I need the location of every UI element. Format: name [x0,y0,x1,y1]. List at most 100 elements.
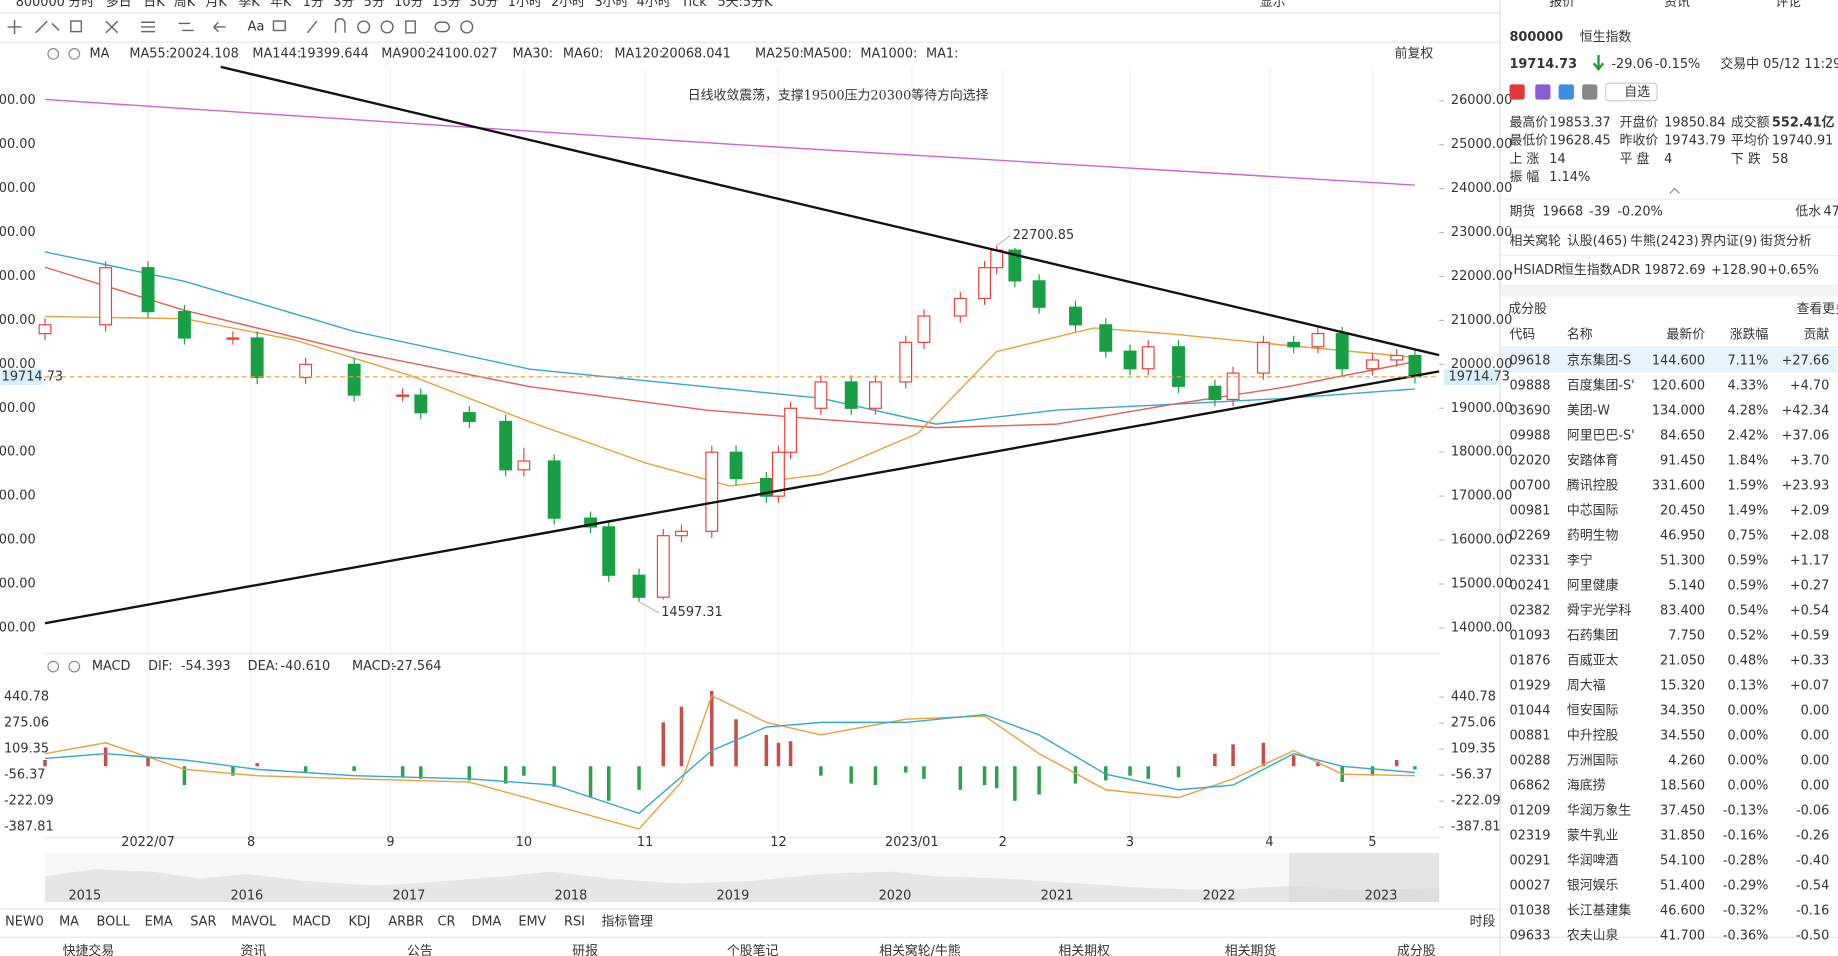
table-cell[interactable]: 00288 [1509,754,1550,769]
table-cell[interactable]: 01209 [1509,804,1550,819]
bottom-tab[interactable]: 资讯 [241,944,267,956]
warrant-link[interactable]: 街货分析 [1760,233,1812,249]
drawing-tools[interactable] [7,18,474,34]
panel-tab[interactable]: 报价 [1549,0,1575,10]
period-tab[interactable]: 日K [143,0,165,10]
bottom-tab[interactable]: 相关期权 [1058,943,1110,956]
fib-tool[interactable] [105,20,119,34]
period-tab[interactable]: Tick [680,0,707,10]
hide-tool[interactable] [380,20,394,34]
bottom-tab[interactable]: 相关期货 [1225,943,1277,956]
indicator-tab[interactable]: DMA [471,915,501,930]
toggle-tool[interactable] [434,21,450,33]
table-cell[interactable]: 02331 [1509,553,1550,568]
table-cell[interactable]: 药明生物 [1567,528,1619,543]
period-tab[interactable]: 年K [270,0,292,10]
table-cell[interactable]: 01876 [1509,653,1550,668]
table-cell[interactable]: 01093 [1509,628,1550,643]
bottom-tab[interactable]: 个股笔记 [727,943,779,956]
table-cell[interactable]: 百度集团-S' [1567,377,1635,393]
table-cell[interactable]: 银河娱乐 [1567,879,1619,894]
panel-tab[interactable]: 资讯 [1664,0,1690,10]
table-cell[interactable]: 09888 [1509,378,1550,393]
table-cell[interactable]: 安踏体育 [1567,452,1619,468]
indicator-tab[interactable]: MA [59,915,79,930]
crosshair-tool[interactable] [7,19,22,34]
table-cell[interactable]: 02319 [1509,829,1550,844]
table-cell[interactable]: 06862 [1509,779,1550,794]
bottom-tab[interactable]: 公告 [407,944,433,956]
table-cell[interactable]: 京东集团-S [1567,352,1631,368]
period-tab[interactable]: 月K [206,0,228,10]
watch-label[interactable]: 自选 [1624,85,1650,100]
settings-icon[interactable] [47,48,60,60]
display-menu[interactable]: 显示 [1260,0,1286,10]
indicator-tab[interactable]: EMA [145,915,173,930]
table-cell[interactable]: 万洲国际 [1567,754,1619,769]
panel-tab[interactable]: 评论 [1775,0,1801,10]
table-cell[interactable]: 中芯国际 [1567,503,1619,518]
table-cell[interactable]: 03690 [1509,403,1550,418]
period-tab[interactable]: 5天:5分K [717,0,772,10]
table-cell[interactable]: 01044 [1509,704,1550,719]
table-cell[interactable]: 00241 [1509,578,1550,593]
indicator-tab[interactable]: BOLL [97,915,131,930]
close-icon[interactable] [68,48,81,60]
table-cell[interactable]: 01929 [1509,679,1550,694]
table-cell[interactable]: 阿里健康 [1567,577,1619,593]
table-cell[interactable]: 恒安国际 [1567,704,1619,719]
period-tab[interactable]: 10分 [394,0,423,10]
adjust-menu[interactable]: 前复权 [1395,45,1434,61]
warrant-link[interactable]: 界内证(9) [1700,233,1757,249]
table-cell[interactable]: 09618 [1509,353,1550,368]
table-cell[interactable]: 华润啤酒 [1567,854,1619,869]
bottom-tab[interactable]: 相关窝轮/牛熊 [879,943,961,956]
table-cell[interactable]: 农夫山泉 [1567,928,1619,944]
period-tab[interactable]: 4小时 [637,0,671,10]
lock-tool[interactable] [357,20,371,34]
table-cell[interactable]: 09988 [1509,428,1550,443]
measure-tool[interactable] [178,22,194,32]
period-tab[interactable]: 1小时 [508,0,542,10]
settings-tool[interactable] [460,20,474,34]
delete-tool[interactable] [405,20,416,34]
table-cell[interactable]: 舜宇光学科 [1567,602,1632,618]
period-tab[interactable]: 1分 [303,0,324,10]
bottom-tab[interactable]: 研报 [572,944,598,956]
table-cell[interactable]: 长江基建集 [1567,903,1632,919]
period-tab[interactable]: 季K [238,0,260,10]
magnet-tool[interactable] [306,18,346,34]
table-cell[interactable]: 02269 [1509,528,1550,543]
session-tab[interactable]: 时段 [1470,915,1496,930]
indicator-tab[interactable]: RSI [564,915,585,930]
settings-icon[interactable] [47,660,60,673]
indicator-tab[interactable]: 指标管理 [602,915,654,930]
overview[interactable] [45,852,1440,903]
table-cell[interactable]: 百威亚太 [1567,653,1619,668]
period-tab[interactable]: 30分 [469,0,498,10]
indicator-tab[interactable]: CR [437,915,455,930]
table-cell[interactable]: 海底捞 [1567,778,1606,794]
indicator-tab[interactable]: MAVOL [231,915,277,930]
more-link[interactable]: 查看更多 [1797,301,1838,317]
period-tab[interactable]: 15分 [432,0,461,10]
table-cell[interactable]: 阿里巴巴-S' [1567,428,1635,443]
table-cell[interactable]: 01038 [1509,904,1550,919]
collapse-caret[interactable] [1669,187,1680,194]
table-cell[interactable]: 石药集团 [1567,627,1619,643]
bottom-tab[interactable]: 快捷交易 [63,943,115,956]
indicator-tab[interactable]: ARBR [388,915,424,930]
line-tool[interactable] [35,20,60,34]
overview-window[interactable] [1289,852,1440,903]
table-cell[interactable]: 02020 [1509,453,1550,468]
note-tool[interactable] [272,20,286,32]
period-tab[interactable]: 3小时 [594,0,628,10]
arrow-tool[interactable] [213,21,226,33]
table-cell[interactable]: 00881 [1509,729,1550,744]
table-cell[interactable]: 华润万象生 [1567,804,1632,819]
watch-button[interactable] [1604,82,1658,102]
table-cell[interactable]: 00981 [1509,503,1550,518]
period-tab[interactable]: 3分 [333,0,354,10]
font-tool[interactable]: Aa [248,19,265,34]
period-tab[interactable]: 2小时 [551,0,585,10]
